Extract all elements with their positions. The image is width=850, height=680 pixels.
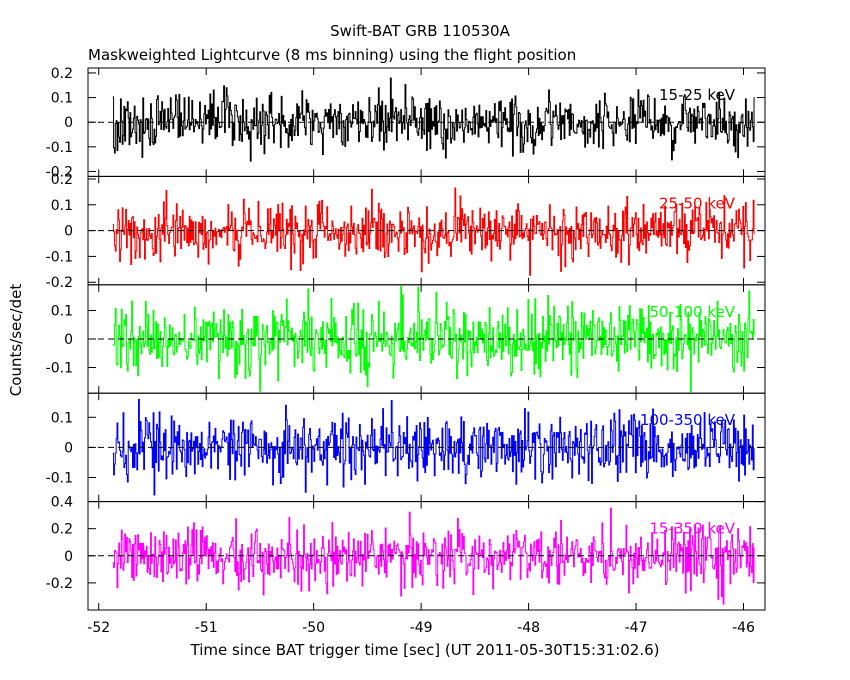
x-tick-label: -48 bbox=[517, 620, 540, 636]
x-tick-label: -47 bbox=[625, 620, 648, 636]
y-tick-label: 0.4 bbox=[51, 495, 73, 511]
y-tick-label: 0.1 bbox=[51, 198, 73, 214]
series-line bbox=[112, 77, 755, 162]
y-tick-label: -0.2 bbox=[46, 164, 73, 180]
band-label: 15-350 keV bbox=[649, 520, 735, 538]
x-tick-label: -49 bbox=[410, 620, 433, 636]
series-line bbox=[112, 398, 755, 496]
y-tick-label: 0.2 bbox=[51, 172, 73, 188]
y-tick-label: -0.2 bbox=[46, 576, 73, 592]
x-axis-label: Time since BAT trigger time [sec] (UT 20… bbox=[190, 641, 660, 659]
series-line bbox=[112, 507, 755, 605]
panel: 0.1 0 -0.1 50-100 keV bbox=[46, 284, 766, 394]
band-label: 15-25 keV bbox=[659, 86, 736, 104]
y-tick-label: 0 bbox=[64, 549, 73, 565]
panel: 0.4 0.2 0 -0.2 15-350 keV bbox=[46, 495, 766, 611]
y-tick-label: 0.1 bbox=[51, 303, 73, 319]
x-tick-label: -50 bbox=[302, 620, 325, 636]
y-tick-label: 0 bbox=[64, 440, 73, 456]
panel: 0.1 0 -0.1 100-350 keV bbox=[46, 392, 766, 503]
series-line bbox=[112, 285, 755, 393]
panel: 0.2 0.1 0 -0.1 -0.2 15-25 keV bbox=[46, 66, 766, 180]
y-tick-label: 0.1 bbox=[51, 91, 73, 107]
panel: 0.2 0.1 0 -0.1 -0.2 25-50 keV bbox=[46, 172, 766, 291]
y-tick-label: -0.2 bbox=[46, 275, 73, 291]
band-label: 25-50 keV bbox=[659, 194, 736, 212]
chart-title: Swift-BAT GRB 110530A bbox=[330, 22, 510, 40]
y-tick-label: 0 bbox=[64, 224, 73, 240]
y-tick-label: -0.1 bbox=[46, 361, 73, 377]
band-label: 100-350 keV bbox=[640, 411, 736, 429]
y-tick-label: 0 bbox=[64, 332, 73, 348]
band-label: 50-100 keV bbox=[649, 303, 735, 321]
panels-group: 0.2 0.1 0 -0.1 -0.2 15-25 keV 0.2 0.1 0 -0.1 -0.2 2… bbox=[46, 66, 766, 636]
y-tick-label: 0 bbox=[64, 115, 73, 131]
x-tick-label: -46 bbox=[732, 620, 755, 636]
y-tick-label: 0.2 bbox=[51, 66, 73, 82]
y-tick-label: 0.1 bbox=[51, 410, 73, 426]
y-axis-label: Counts/sec/det bbox=[7, 284, 25, 397]
y-tick-label: -0.1 bbox=[46, 140, 73, 156]
x-tick-label: -51 bbox=[195, 620, 218, 636]
chart-subtitle: Maskweighted Lightcurve (8 ms binning) u… bbox=[88, 46, 576, 64]
x-tick-label: -52 bbox=[87, 620, 110, 636]
y-tick-label: 0.2 bbox=[51, 522, 73, 538]
series-line bbox=[112, 187, 755, 276]
y-tick-label: -0.1 bbox=[46, 249, 73, 265]
y-tick-label: -0.1 bbox=[46, 471, 73, 487]
